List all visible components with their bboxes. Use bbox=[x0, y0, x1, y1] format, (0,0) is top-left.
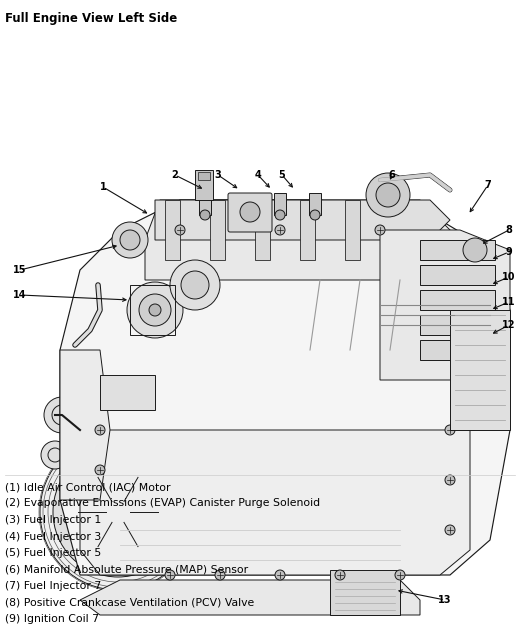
Text: 8: 8 bbox=[505, 225, 512, 235]
Circle shape bbox=[48, 448, 62, 462]
Circle shape bbox=[275, 225, 285, 235]
Circle shape bbox=[108, 502, 128, 522]
Text: (6) Manifold Absolute Pressure (MAP) Sensor: (6) Manifold Absolute Pressure (MAP) Sen… bbox=[5, 564, 248, 575]
Text: 5: 5 bbox=[279, 170, 285, 180]
Circle shape bbox=[376, 183, 400, 207]
Circle shape bbox=[127, 282, 183, 338]
Circle shape bbox=[66, 460, 170, 564]
Circle shape bbox=[240, 202, 260, 222]
Circle shape bbox=[165, 570, 175, 580]
Text: (2) Evaporative Emissions (EVAP) Canister Purge Solenoid: (2) Evaporative Emissions (EVAP) Caniste… bbox=[5, 498, 320, 508]
Text: 14: 14 bbox=[13, 290, 27, 300]
Text: (4) Fuel Injector 3: (4) Fuel Injector 3 bbox=[5, 532, 101, 542]
Text: 6: 6 bbox=[388, 170, 395, 180]
Text: (3) Fuel Injector 1: (3) Fuel Injector 1 bbox=[5, 515, 101, 525]
Text: 10: 10 bbox=[502, 272, 516, 282]
Bar bbox=[198, 172, 210, 180]
Text: 2: 2 bbox=[172, 170, 178, 180]
Circle shape bbox=[95, 465, 105, 475]
Circle shape bbox=[44, 397, 80, 433]
Text: 12: 12 bbox=[502, 320, 516, 330]
Circle shape bbox=[175, 225, 185, 235]
Polygon shape bbox=[210, 200, 225, 260]
Text: (5) Fuel Injector 5: (5) Fuel Injector 5 bbox=[5, 548, 101, 558]
Text: (1) Idle Air Control (IAC) Motor: (1) Idle Air Control (IAC) Motor bbox=[5, 482, 171, 492]
Circle shape bbox=[76, 470, 160, 554]
Circle shape bbox=[375, 225, 385, 235]
Circle shape bbox=[40, 434, 196, 590]
Circle shape bbox=[181, 271, 209, 299]
Bar bbox=[420, 340, 495, 360]
Circle shape bbox=[149, 304, 161, 316]
Bar bbox=[239, 193, 251, 215]
FancyBboxPatch shape bbox=[228, 193, 272, 232]
Polygon shape bbox=[450, 310, 510, 430]
Circle shape bbox=[310, 210, 320, 220]
Circle shape bbox=[170, 260, 220, 310]
Circle shape bbox=[96, 490, 140, 534]
Circle shape bbox=[275, 570, 285, 580]
Circle shape bbox=[395, 570, 405, 580]
Bar bbox=[100, 375, 155, 410]
Polygon shape bbox=[165, 200, 180, 260]
Circle shape bbox=[53, 447, 183, 577]
Bar bbox=[420, 265, 495, 285]
Bar bbox=[309, 193, 321, 215]
Circle shape bbox=[215, 570, 225, 580]
Circle shape bbox=[463, 238, 487, 262]
Circle shape bbox=[445, 475, 455, 485]
Circle shape bbox=[445, 425, 455, 435]
Text: (9) Ignition Coil 7: (9) Ignition Coil 7 bbox=[5, 614, 99, 624]
Text: 13: 13 bbox=[438, 595, 452, 605]
Circle shape bbox=[120, 230, 140, 250]
Text: 15: 15 bbox=[13, 265, 27, 275]
Text: 1: 1 bbox=[100, 182, 107, 192]
Text: 7: 7 bbox=[485, 180, 491, 190]
Polygon shape bbox=[80, 430, 470, 575]
Text: (8) Positive Crankcase Ventilation (PCV) Valve: (8) Positive Crankcase Ventilation (PCV)… bbox=[5, 597, 254, 607]
Polygon shape bbox=[255, 200, 270, 260]
Polygon shape bbox=[345, 200, 360, 260]
Circle shape bbox=[41, 441, 69, 469]
Bar bbox=[195, 170, 213, 200]
Circle shape bbox=[275, 210, 285, 220]
Polygon shape bbox=[155, 200, 450, 240]
Circle shape bbox=[112, 222, 148, 258]
Circle shape bbox=[366, 173, 410, 217]
Text: 11: 11 bbox=[502, 297, 516, 307]
Circle shape bbox=[95, 425, 105, 435]
Bar bbox=[420, 315, 495, 335]
Bar bbox=[274, 193, 286, 215]
Text: Full Engine View Left Side: Full Engine View Left Side bbox=[5, 12, 177, 25]
Circle shape bbox=[200, 210, 210, 220]
Circle shape bbox=[240, 210, 250, 220]
Circle shape bbox=[335, 570, 345, 580]
Bar bbox=[199, 193, 211, 215]
Polygon shape bbox=[145, 200, 460, 280]
Text: 3: 3 bbox=[215, 170, 222, 180]
Bar bbox=[330, 570, 400, 615]
Circle shape bbox=[139, 294, 171, 326]
Circle shape bbox=[52, 405, 72, 425]
Polygon shape bbox=[300, 200, 315, 260]
Circle shape bbox=[445, 525, 455, 535]
Text: (7) Fuel Injector 7: (7) Fuel Injector 7 bbox=[5, 581, 101, 591]
Bar bbox=[420, 240, 495, 260]
Polygon shape bbox=[380, 230, 510, 380]
Bar bbox=[130, 285, 175, 335]
Text: 9: 9 bbox=[505, 247, 512, 257]
Polygon shape bbox=[60, 200, 510, 575]
Text: 4: 4 bbox=[255, 170, 262, 180]
Bar bbox=[420, 290, 495, 310]
Polygon shape bbox=[80, 580, 420, 615]
Polygon shape bbox=[60, 350, 110, 500]
